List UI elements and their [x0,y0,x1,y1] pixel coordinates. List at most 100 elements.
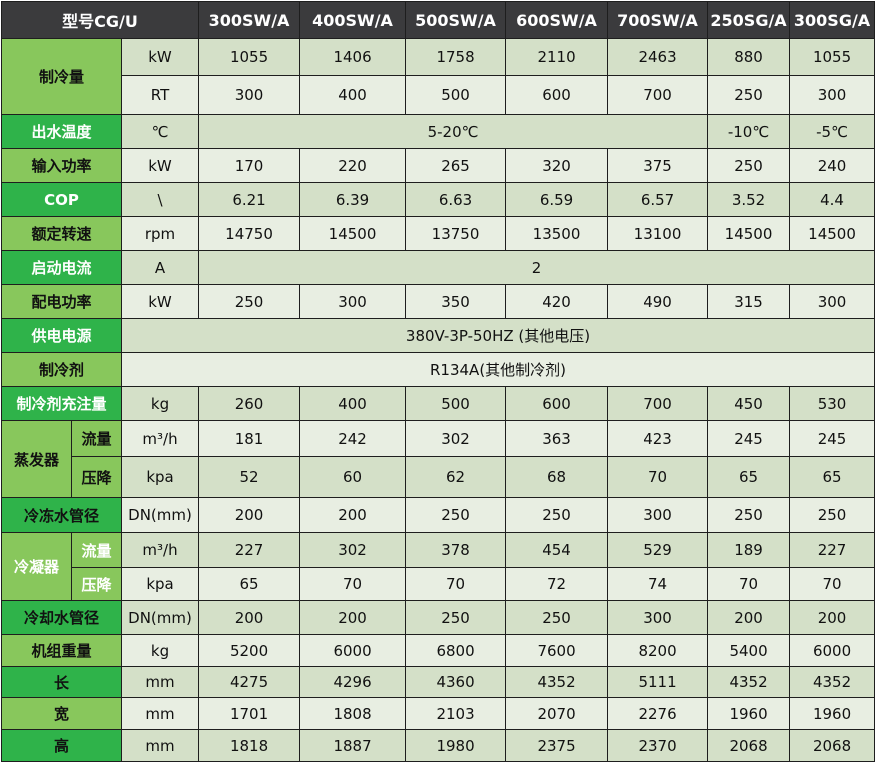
value-cell: 2068 [789,729,876,762]
table-row: 制冷剂充注量 kg 260 400 500 600 700 450 530 [1,386,876,421]
table-row: 冷冻水管径 DN(mm) 200 200 250 250 300 250 250 [1,497,876,533]
value-cell: 4275 [198,666,301,698]
value-cell: 250 [198,284,301,319]
table-row: 冷凝器 流量 m³/h 227 302 378 454 529 189 227 [1,532,876,601]
value-cell: 70 [299,567,407,601]
value-cell: 65 [707,456,791,498]
value-cell: 200 [299,497,407,533]
value-cell: 350 [405,284,507,319]
value-cell: 250 [707,148,791,183]
value-cell: 500 [405,75,507,115]
value-cell: 1808 [299,697,407,730]
value-cell: 245 [707,420,791,457]
unit-cell: mm [120,666,200,698]
unit-cell: kW [120,284,200,319]
unit-cell: DN(mm) [120,600,200,635]
value-cell: 200 [299,600,407,635]
value-cell: 200 [707,600,791,635]
table-row: COP \ 6.21 6.39 6.63 6.59 6.57 3.52 4.4 [1,182,876,217]
row-label: COP [1,182,122,217]
value-cell: 4352 [505,666,609,698]
row-label: 高 [1,729,122,762]
row-label: 机组重量 [1,634,122,667]
value-cell: 5111 [607,666,709,698]
value-cell: 302 [405,420,507,457]
value-cell: 1818 [198,729,301,762]
value-cell: 700 [607,75,709,115]
unit-cell: RT [120,75,200,115]
row-label: 输入功率 [1,148,122,183]
value-cell: 242 [299,420,407,457]
value-cell: 2070 [505,697,609,730]
table-row: 压降 kpa 52 60 62 68 70 65 65 [2,456,876,498]
value-cell: 300 [198,75,301,115]
header-row: 型号CG/U 300SW/A 400SW/A 500SW/A 600SW/A 700SW/… [0,1,876,39]
row-label: 制冷量 [1,38,122,115]
row-label: 制冷剂 [1,352,122,387]
row-sublabel: 压降 [71,456,122,498]
value-cell: 250 [789,497,876,533]
value-cell: 250 [505,497,609,533]
table-row: 启动电流 A 2 [1,250,876,285]
value-cell: 220 [299,148,407,183]
value-cell: 300 [789,75,876,115]
value-cell: 302 [299,532,407,568]
value-cell: 400 [299,75,407,115]
value-cell: 300 [607,600,709,635]
value-cell: 490 [607,284,709,319]
value-cell: 700 [607,386,709,421]
value-cell: 181 [198,420,301,457]
value-cell: 8200 [607,634,709,667]
value-cell: 250 [707,75,791,115]
table-row: 长 mm 4275 4296 4360 4352 5111 4352 4352 [1,666,876,698]
row-label: 额定转速 [1,216,122,251]
value-cell: 4352 [789,666,876,698]
value-cell: 62 [405,456,507,498]
value-cell: 1887 [299,729,407,762]
merged-value: R134A(其他制冷剂) [120,352,876,387]
row-label: 冷却水管径 [1,600,122,635]
value-cell: 2375 [505,729,609,762]
value-cell: 2110 [505,38,609,76]
value-cell: 70 [405,567,507,601]
value-cell: 2463 [607,38,709,76]
value-cell: 6.21 [198,182,301,217]
value-cell: 250 [405,497,507,533]
unit-cell: m³/h [120,532,200,568]
row-label: 冷凝器 [1,532,72,601]
value-cell: 70 [607,456,709,498]
value-cell: 189 [707,532,791,568]
value-cell: 1758 [405,38,507,76]
value-cell: 880 [707,38,791,76]
value-cell: 250 [405,600,507,635]
value-cell: 300 [789,284,876,319]
table-row: 压降 kpa 65 70 70 72 74 70 70 [2,567,876,601]
value-cell: 68 [505,456,609,498]
value-cell: 6000 [299,634,407,667]
value-cell: 13500 [505,216,609,251]
row-label: 配电功率 [1,284,122,319]
unit-cell: kpa [120,456,200,498]
value-cell: 1980 [405,729,507,762]
value-cell: 14500 [707,216,791,251]
model-column-header: 600SW/A [505,1,609,39]
value-cell: 1406 [299,38,407,76]
value-cell: 260 [198,386,301,421]
value-cell: 14750 [198,216,301,251]
value-cell: 454 [505,532,609,568]
table-row: 蒸发器 流量 m³/h 181 242 302 363 423 245 245 [1,420,876,498]
value-cell: 14500 [789,216,876,251]
value-cell: 1701 [198,697,301,730]
value-cell: 13100 [607,216,709,251]
merged-value: 5-20℃ [198,114,709,149]
value-cell: 6800 [405,634,507,667]
value-cell: 500 [405,386,507,421]
value-cell: -5℃ [789,114,876,149]
value-cell: 363 [505,420,609,457]
value-cell: 2370 [607,729,709,762]
value-cell: 2068 [707,729,791,762]
value-cell: 378 [405,532,507,568]
value-cell: 70 [707,567,791,601]
value-cell: 13750 [405,216,507,251]
